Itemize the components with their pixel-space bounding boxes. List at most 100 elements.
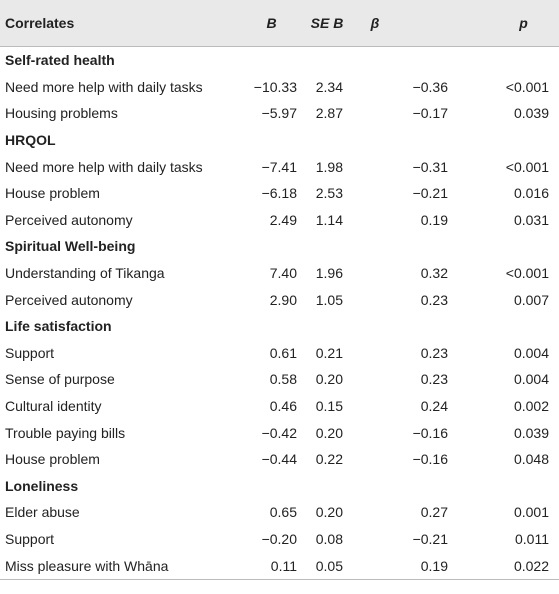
value-cell: 0.24 <box>420 398 448 415</box>
data-row: Perceived autonomy 2.49 1.14 0.19 0.031 <box>0 207 559 234</box>
value-cell: 2.53 <box>315 185 343 202</box>
value-cell: −0.42 <box>261 424 297 441</box>
value-cell: 1.96 <box>315 265 343 282</box>
section-row: Life satisfaction <box>0 313 559 340</box>
label-cell: House problem <box>5 185 100 202</box>
value-cell: 0.004 <box>513 371 549 388</box>
value-cell: 0.19 <box>420 211 448 228</box>
value-cell: −0.21 <box>412 185 448 202</box>
value-cell: 0.039 <box>513 105 549 122</box>
label-cell: Perceived autonomy <box>5 211 133 228</box>
section-row: Loneliness <box>0 473 559 500</box>
data-row: Need more help with daily tasks −10.33 2.3… <box>0 74 559 101</box>
value-cell: 0.46 <box>269 398 297 415</box>
section-title: Life satisfaction <box>5 318 112 335</box>
value-cell: 0.32 <box>420 265 448 282</box>
value-cell: <0.001 <box>505 78 549 95</box>
label-cell: Cultural identity <box>5 398 102 415</box>
value-cell: −5.97 <box>261 105 297 122</box>
value-cell: −0.16 <box>412 451 448 468</box>
value-cell: 7.40 <box>269 265 297 282</box>
table-body: Self-rated health Need more help with dai… <box>0 47 559 580</box>
label-cell: House problem <box>5 451 100 468</box>
label-cell: Trouble paying bills <box>5 424 126 441</box>
label-cell: Sense of purpose <box>5 371 115 388</box>
value-cell: 0.22 <box>315 451 343 468</box>
data-row: Trouble paying bills −0.42 0.20 −0.16 0.039 <box>0 419 559 446</box>
value-cell: 0.58 <box>269 371 297 388</box>
value-cell: −0.16 <box>412 424 448 441</box>
data-row: Elder abuse 0.65 0.20 0.27 0.001 <box>0 499 559 526</box>
value-cell: 0.27 <box>420 504 448 521</box>
section-row: Self-rated health <box>0 47 559 74</box>
data-row: House problem −0.44 0.22 −0.16 0.048 <box>0 446 559 473</box>
value-cell: 0.022 <box>453 552 559 580</box>
value-cell: 0.016 <box>513 185 549 202</box>
value-cell: 0.23 <box>420 344 448 361</box>
value-cell: 0.08 <box>315 530 343 547</box>
value-cell: 0.007 <box>513 291 549 308</box>
label-cell: Housing problems <box>5 105 118 122</box>
column-header: β <box>346 0 453 47</box>
value-cell: −7.41 <box>261 158 297 175</box>
column-header: B <box>235 0 301 47</box>
column-header: Correlates <box>0 0 235 47</box>
section-title: Spiritual Well-being <box>5 238 136 255</box>
value-cell: 0.15 <box>315 398 343 415</box>
value-cell: 0.23 <box>420 291 448 308</box>
data-row: Perceived autonomy 2.90 1.05 0.23 0.007 <box>0 286 559 313</box>
value-cell: 0.11 <box>235 552 301 580</box>
value-cell: −0.44 <box>261 451 297 468</box>
label-cell: Need more help with daily tasks <box>5 158 203 175</box>
label-cell: Support <box>5 344 55 361</box>
label-cell: Elder abuse <box>5 504 80 521</box>
data-row: Support 0.61 0.21 0.23 0.004 <box>0 340 559 367</box>
label-cell: Support <box>5 530 55 547</box>
value-cell: −0.20 <box>261 530 297 547</box>
value-cell: 0.048 <box>513 451 549 468</box>
value-cell: 0.23 <box>420 371 448 388</box>
value-cell: 0.05 <box>301 552 346 580</box>
section-title: Self-rated health <box>5 52 115 69</box>
value-cell: −10.33 <box>253 78 297 95</box>
data-row: Miss pleasure with Whāna 0.11 0.05 0.19 0.02… <box>0 552 559 580</box>
value-cell: 0.004 <box>513 344 549 361</box>
value-cell: <0.001 <box>505 158 549 175</box>
value-cell: 0.20 <box>315 504 343 521</box>
value-cell: 1.98 <box>315 158 343 175</box>
section-title: Loneliness <box>5 477 79 494</box>
value-cell: 0.20 <box>315 424 343 441</box>
section-title: HRQOL <box>5 132 56 149</box>
label-cell: Miss pleasure with Whāna <box>0 552 235 580</box>
value-cell: −0.17 <box>412 105 448 122</box>
value-cell: 1.05 <box>315 291 343 308</box>
value-cell: 1.14 <box>315 211 343 228</box>
column-header: p <box>453 0 559 47</box>
value-cell: −0.21 <box>412 530 448 547</box>
value-cell: 0.011 <box>515 530 549 547</box>
data-row: House problem −6.18 2.53 −0.21 0.016 <box>0 180 559 207</box>
value-cell: 2.87 <box>315 105 343 122</box>
label-cell: Understanding of Tikanga <box>5 265 165 282</box>
value-cell: 2.34 <box>315 78 343 95</box>
label-cell: Need more help with daily tasks <box>5 78 203 95</box>
data-row: Support −0.20 0.08 −0.21 0.011 <box>0 526 559 553</box>
value-cell: −6.18 <box>261 185 297 202</box>
value-cell: 0.61 <box>269 344 297 361</box>
value-cell: 0.20 <box>315 371 343 388</box>
data-row: Sense of purpose 0.58 0.20 0.23 0.004 <box>0 366 559 393</box>
value-cell: 0.65 <box>269 504 297 521</box>
value-cell: <0.001 <box>505 265 549 282</box>
value-cell: 0.19 <box>346 552 453 580</box>
value-cell: 0.039 <box>513 424 549 441</box>
value-cell: 0.002 <box>513 398 549 415</box>
label-cell: Perceived autonomy <box>5 291 133 308</box>
value-cell: 0.001 <box>513 504 549 521</box>
value-cell: 2.49 <box>269 211 297 228</box>
value-cell: 0.031 <box>513 211 549 228</box>
section-row: HRQOL <box>0 127 559 154</box>
value-cell: −0.31 <box>412 158 448 175</box>
